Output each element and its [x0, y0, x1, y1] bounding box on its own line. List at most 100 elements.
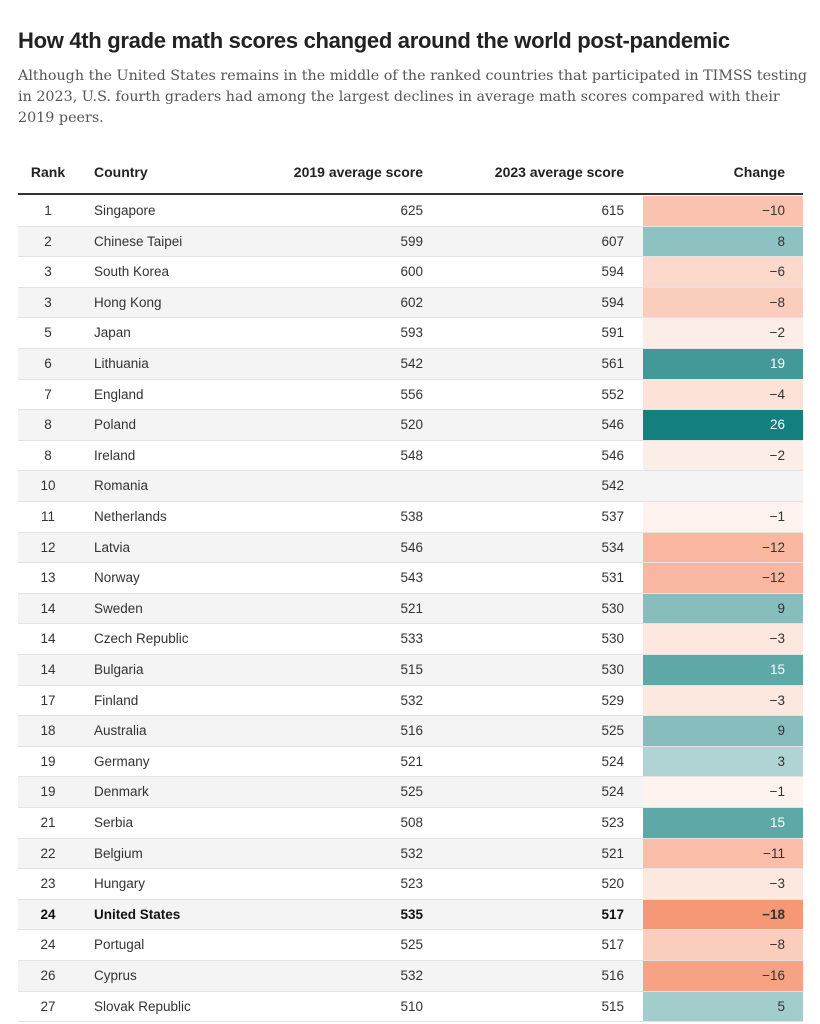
rank-cell: 3 [44, 264, 52, 280]
header-score-2019: 2019 average score [293, 164, 423, 180]
change-cell: 8 [643, 226, 803, 258]
table-row: 2 Chinese Taipei 599 607 8 [18, 226, 803, 258]
country-cell: Sweden [94, 600, 143, 616]
row-divider [18, 990, 803, 992]
chart-subtitle: Although the United States remains in th… [18, 68, 808, 126]
rank-cell: 14 [40, 600, 56, 616]
table-row: 1 Singapore 625 615 −10 [18, 196, 803, 227]
country-cell: Norway [94, 570, 140, 586]
country-cell: England [94, 386, 144, 402]
score-2023-cell: 607 [601, 233, 624, 249]
row-divider [18, 378, 803, 380]
table-row: 21 Serbia 508 523 15 [18, 808, 803, 839]
table-row: 18 Australia 516 525 9 [18, 716, 803, 747]
score-2023-cell: 561 [601, 356, 624, 371]
rank-cell: 19 [40, 753, 56, 769]
row-divider [18, 776, 803, 778]
row-divider [18, 898, 803, 900]
table-row: 12 Latvia 546 534 −12 [18, 532, 803, 564]
table-row: 22 Belgium 532 521 −11 [18, 838, 803, 870]
score-2019-cell: 542 [400, 356, 423, 371]
score-2019-cell: 546 [400, 539, 423, 555]
change-cell: 15 [643, 808, 803, 839]
country-cell: Hong Kong [94, 294, 162, 310]
change-cell: −10 [643, 196, 803, 227]
row-divider [18, 317, 803, 319]
change-cell: −12 [643, 532, 803, 564]
row-divider [18, 286, 803, 288]
table-row: 23 Hungary 523 520 −3 [18, 869, 803, 900]
score-2023-cell: 529 [601, 692, 624, 708]
country-cell: Czech Republic [94, 631, 189, 647]
score-2019-cell: 515 [400, 662, 423, 677]
table-row: 6 Lithuania 542 561 19 [18, 349, 803, 380]
score-2023-cell: 594 [601, 294, 624, 310]
change-cell: −16 [643, 961, 803, 992]
header-change: Change [733, 164, 785, 180]
country-cell: South Korea [94, 264, 170, 280]
table-row: 5 Japan 593 591 −2 [18, 318, 803, 349]
header-country: Country [94, 164, 148, 180]
change-cell: 26 [643, 410, 803, 441]
country-cell: Japan [94, 325, 131, 341]
score-2019-cell: 510 [400, 998, 423, 1014]
rank-cell: 11 [40, 509, 55, 524]
country-cell: Serbia [94, 815, 134, 830]
score-2023-cell: 534 [601, 539, 624, 555]
row-divider [18, 470, 803, 472]
score-2019-cell: 523 [400, 876, 423, 892]
score-2023-cell: 524 [601, 784, 624, 800]
country-cell: Portugal [94, 937, 145, 953]
rank-cell: 24 [40, 906, 56, 922]
change-cell: −2 [643, 440, 803, 472]
score-2023-cell: 591 [601, 325, 624, 341]
row-divider [18, 1021, 803, 1023]
change-cell: 19 [643, 349, 803, 380]
row-divider [18, 745, 803, 747]
header-divider [18, 193, 803, 195]
table-row: 8 Poland 520 546 26 [18, 410, 803, 441]
country-cell: Ireland [94, 447, 136, 463]
score-2023-cell: 546 [601, 447, 624, 463]
row-divider [18, 592, 803, 594]
rank-cell: 27 [40, 998, 56, 1014]
score-2023-cell: 537 [601, 509, 624, 524]
rank-cell: 7 [44, 386, 52, 402]
table-row: 14 Sweden 521 530 9 [18, 593, 803, 625]
change-cell: −3 [643, 624, 803, 655]
change-cell: −12 [643, 563, 803, 594]
score-2019-cell: 532 [400, 968, 423, 983]
score-2019-cell: 543 [400, 570, 423, 586]
score-2019-cell: 599 [400, 233, 423, 249]
country-cell: Chinese Taipei [94, 233, 183, 249]
rank-cell: 1 [44, 203, 52, 218]
score-2023-cell: 530 [601, 600, 624, 616]
change-cell: −8 [643, 930, 803, 961]
rank-cell: 10 [40, 478, 56, 494]
score-2019-cell: 508 [400, 815, 423, 830]
score-2019-cell: 525 [400, 937, 423, 953]
table-row: 19 Denmark 525 524 −1 [18, 777, 803, 808]
row-divider [18, 439, 803, 441]
change-cell: −1 [643, 502, 803, 533]
score-2019-cell: 532 [400, 845, 423, 861]
change-cell: 9 [643, 716, 803, 747]
score-2019-cell: 556 [400, 386, 423, 402]
score-2019-cell [318, 471, 423, 502]
score-2023-cell: 524 [601, 753, 624, 769]
rank-cell: 14 [40, 631, 56, 647]
table-row: 3 South Korea 600 594 −6 [18, 257, 803, 288]
score-2019-cell: 600 [400, 264, 423, 280]
score-2023-cell: 546 [601, 417, 624, 433]
change-cell: −8 [643, 287, 803, 319]
score-2019-cell: 520 [400, 417, 423, 433]
country-cell: Belgium [94, 845, 143, 861]
row-divider [18, 531, 803, 533]
change-cell: −1 [643, 777, 803, 808]
score-2023-cell: 516 [601, 968, 624, 983]
score-2023-cell: 515 [601, 998, 624, 1014]
table-row: 10 Romania 542 [18, 471, 803, 502]
rank-cell: 26 [40, 968, 56, 983]
rank-cell: 8 [44, 447, 52, 463]
rank-cell: 12 [40, 539, 56, 555]
